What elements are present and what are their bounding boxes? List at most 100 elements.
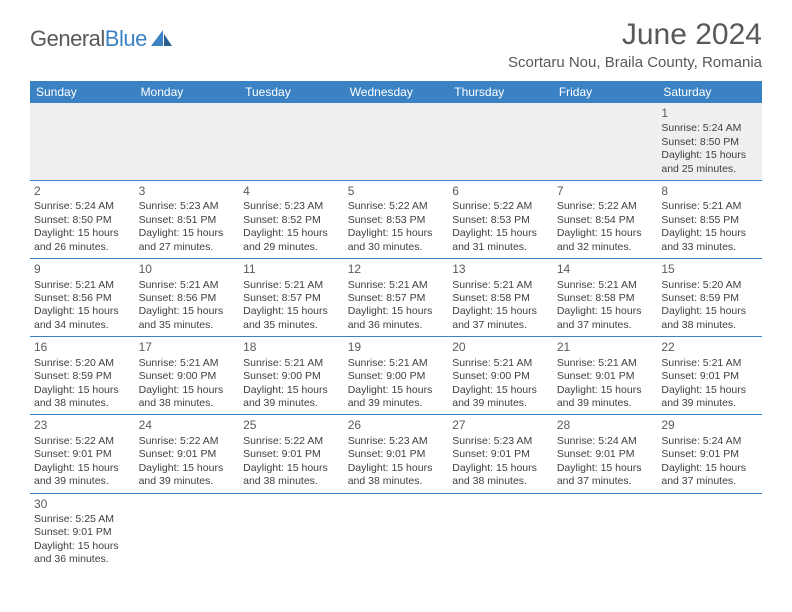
daylight-text: and 29 minutes. [243,241,340,254]
sunrise-text: Sunrise: 5:21 AM [452,357,549,370]
calendar-cell: 25Sunrise: 5:22 AMSunset: 9:01 PMDayligh… [239,415,344,493]
calendar-cell: 1Sunrise: 5:24 AMSunset: 8:50 PMDaylight… [657,103,762,181]
sunrise-text: Sunrise: 5:23 AM [452,435,549,448]
day-number: 13 [452,262,549,277]
daylight-text: and 37 minutes. [557,475,654,488]
day-number: 20 [452,340,549,355]
brand-name: GeneralBlue [30,26,147,52]
daylight-text: Daylight: 15 hours [557,305,654,318]
calendar-row: 1Sunrise: 5:24 AMSunset: 8:50 PMDaylight… [30,103,762,181]
daylight-text: Daylight: 15 hours [348,227,445,240]
month-title: June 2024 [508,18,762,52]
brand-logo: GeneralBlue [30,26,175,52]
calendar-row: 16Sunrise: 5:20 AMSunset: 8:59 PMDayligh… [30,337,762,415]
calendar-cell: 17Sunrise: 5:21 AMSunset: 9:00 PMDayligh… [135,337,240,415]
day-number: 17 [139,340,236,355]
day-number: 7 [557,184,654,199]
sunset-text: Sunset: 9:00 PM [348,370,445,383]
sunrise-text: Sunrise: 5:21 AM [243,357,340,370]
daylight-text: Daylight: 15 hours [139,305,236,318]
daylight-text: Daylight: 15 hours [661,384,758,397]
calendar-cell: 24Sunrise: 5:22 AMSunset: 9:01 PMDayligh… [135,415,240,493]
sail-icon [149,28,175,51]
calendar-row: 9Sunrise: 5:21 AMSunset: 8:56 PMDaylight… [30,259,762,337]
sunrise-text: Sunrise: 5:24 AM [661,122,758,135]
calendar-cell: 18Sunrise: 5:21 AMSunset: 9:00 PMDayligh… [239,337,344,415]
sunset-text: Sunset: 8:56 PM [34,292,131,305]
daylight-text: Daylight: 15 hours [348,305,445,318]
day-number: 19 [348,340,445,355]
daylight-text: Daylight: 15 hours [661,305,758,318]
sunset-text: Sunset: 9:01 PM [139,448,236,461]
daylight-text: Daylight: 15 hours [452,305,549,318]
daylight-text: and 35 minutes. [139,319,236,332]
daylight-text: Daylight: 15 hours [243,462,340,475]
daylight-text: Daylight: 15 hours [34,462,131,475]
sunrise-text: Sunrise: 5:21 AM [348,357,445,370]
daylight-text: and 38 minutes. [243,475,340,488]
calendar-cell [657,493,762,571]
day-number: 12 [348,262,445,277]
day-number: 11 [243,262,340,277]
sunrise-text: Sunrise: 5:21 AM [557,279,654,292]
location-label: Scortaru Nou, Braila County, Romania [508,54,762,71]
sunrise-text: Sunrise: 5:24 AM [557,435,654,448]
daylight-text: and 25 minutes. [661,163,758,176]
sunrise-text: Sunrise: 5:22 AM [348,200,445,213]
calendar-cell [553,103,658,181]
daylight-text: Daylight: 15 hours [139,384,236,397]
daylight-text: Daylight: 15 hours [452,384,549,397]
sunset-text: Sunset: 9:01 PM [557,448,654,461]
daylight-text: and 39 minutes. [661,397,758,410]
sunset-text: Sunset: 9:01 PM [348,448,445,461]
daylight-text: and 37 minutes. [557,319,654,332]
daylight-text: Daylight: 15 hours [557,384,654,397]
daylight-text: and 36 minutes. [34,553,131,566]
day-number: 25 [243,418,340,433]
sunset-text: Sunset: 8:52 PM [243,214,340,227]
day-number: 15 [661,262,758,277]
calendar-cell: 16Sunrise: 5:20 AMSunset: 8:59 PMDayligh… [30,337,135,415]
calendar-cell [239,103,344,181]
sunrise-text: Sunrise: 5:24 AM [34,200,131,213]
calendar-body: 1Sunrise: 5:24 AMSunset: 8:50 PMDaylight… [30,103,762,571]
calendar-cell [448,493,553,571]
calendar-cell: 21Sunrise: 5:21 AMSunset: 9:01 PMDayligh… [553,337,658,415]
calendar-row: 30Sunrise: 5:25 AMSunset: 9:01 PMDayligh… [30,493,762,571]
daylight-text: and 26 minutes. [34,241,131,254]
daylight-text: and 39 minutes. [557,397,654,410]
sunset-text: Sunset: 8:51 PM [139,214,236,227]
sunset-text: Sunset: 9:01 PM [34,526,131,539]
sunset-text: Sunset: 9:01 PM [661,370,758,383]
day-number: 26 [348,418,445,433]
sunrise-text: Sunrise: 5:21 AM [243,279,340,292]
day-number: 1 [661,106,758,121]
daylight-text: Daylight: 15 hours [348,384,445,397]
calendar-cell [135,493,240,571]
calendar-cell [553,493,658,571]
day-number: 29 [661,418,758,433]
sunset-text: Sunset: 8:54 PM [557,214,654,227]
day-number: 28 [557,418,654,433]
daylight-text: and 38 minutes. [34,397,131,410]
calendar-cell [239,493,344,571]
sunset-text: Sunset: 9:00 PM [452,370,549,383]
daylight-text: Daylight: 15 hours [348,462,445,475]
sunrise-text: Sunrise: 5:24 AM [661,435,758,448]
calendar-table: Sunday Monday Tuesday Wednesday Thursday… [30,81,762,571]
sunrise-text: Sunrise: 5:25 AM [34,513,131,526]
daylight-text: and 39 minutes. [34,475,131,488]
sunrise-text: Sunrise: 5:21 AM [557,357,654,370]
daylight-text: and 33 minutes. [661,241,758,254]
day-number: 18 [243,340,340,355]
calendar-cell: 2Sunrise: 5:24 AMSunset: 8:50 PMDaylight… [30,181,135,259]
calendar-cell: 14Sunrise: 5:21 AMSunset: 8:58 PMDayligh… [553,259,658,337]
sunset-text: Sunset: 9:01 PM [452,448,549,461]
calendar-cell [30,103,135,181]
day-number: 3 [139,184,236,199]
daylight-text: Daylight: 15 hours [139,462,236,475]
day-number: 6 [452,184,549,199]
daylight-text: Daylight: 15 hours [139,227,236,240]
sunset-text: Sunset: 9:01 PM [34,448,131,461]
daylight-text: and 37 minutes. [661,475,758,488]
